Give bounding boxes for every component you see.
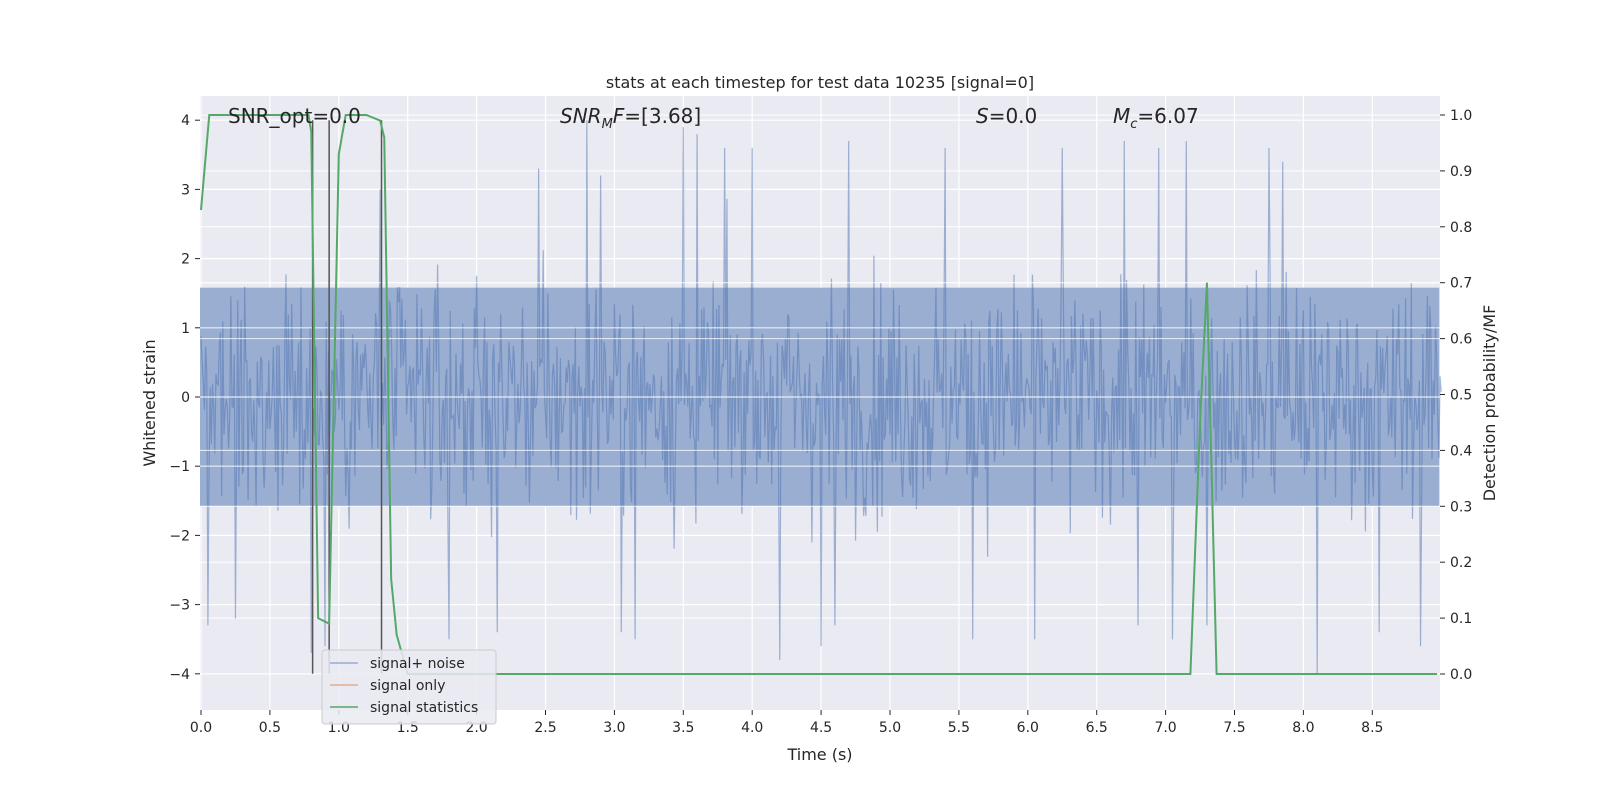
y-right-tick-label: 0.1 [1450,611,1472,627]
x-tick-label: 3.5 [672,720,694,736]
x-tick-label: 5.0 [879,720,901,736]
y-right-tick-label: 0.3 [1450,499,1472,515]
mc-subscript: c [1130,117,1137,132]
ticks: 0.0 0.5 1.0 1.5 2.0 2.5 3.0 3.5 4.0 4.5 5.0 5.5 6.0 6… [169,108,1472,736]
y-right-tick-label: 0.4 [1450,443,1472,459]
x-tick-label: 6.0 [1017,720,1039,736]
legend-label-signal-noise: signal+ noise [370,656,465,672]
y-tick-label: 0 [181,390,190,406]
s-symbol: S [976,104,989,128]
y-tick-label: −1 [169,459,190,475]
x-tick-label: 8.5 [1361,720,1383,736]
x-tick-label: 2.5 [534,720,556,736]
snr-mf-annotation: SNRMF=[3.68] [560,104,701,132]
y-right-tick-label: 0.5 [1450,388,1472,404]
x-axis-label: Time (s) [786,745,852,764]
y-axis-label: Whitened strain [140,339,159,466]
y-right-tick-label: 0.6 [1450,332,1472,348]
legend-box [321,649,497,725]
y-right-tick-label: 0.9 [1450,164,1472,180]
y-right-tick-label: 0.0 [1450,667,1472,683]
legend: signal+ noise signal only signal statist… [321,649,497,725]
snr-mf-rest: =[3.68] [624,104,701,128]
x-tick-label: 4.5 [810,720,832,736]
y-tick-label: −4 [169,667,190,683]
y-right-tick-label: 0.2 [1450,555,1472,571]
y-right-tick-label: 1.0 [1450,108,1472,124]
y-right-tick-label: 0.7 [1450,276,1472,292]
legend-label-signal-only: signal only [370,678,445,694]
y-right-axis-label: Detection probability/MF [1480,305,1499,502]
x-tick-label: 4.0 [741,720,763,736]
x-tick-label: 7.5 [1223,720,1245,736]
s-annotation: S=0.0 [976,104,1037,128]
signal-noise-line [200,120,1442,674]
x-tick-label: 7.0 [1154,720,1176,736]
snr-opt-annotation: SNR_opt=0.0 [228,104,361,128]
y-tick-label: −3 [169,598,190,614]
s-value: =0.0 [989,104,1038,128]
y-tick-label: −2 [169,528,190,544]
mc-annotation: Mc=6.07 [1113,104,1199,132]
y-tick-label: 3 [181,182,190,198]
mc-symbol: M [1113,104,1130,128]
x-tick-label: 0.0 [190,720,212,736]
y-tick-label: 2 [181,252,190,268]
snr-mf-symbol: SNR [560,104,602,128]
x-tick-label: 0.5 [259,720,281,736]
chart-title: stats at each timestep for test data 102… [606,73,1034,92]
legend-label-signal-statistics: signal statistics [370,700,478,716]
x-tick-label: 3.0 [603,720,625,736]
y-right-tick-label: 0.8 [1450,220,1472,236]
signal-noise-series [200,120,1442,674]
y-tick-label: 1 [181,321,190,337]
x-tick-label: 6.5 [1086,720,1108,736]
y-tick-label: 4 [181,113,190,129]
x-tick-label: 8.0 [1292,720,1314,736]
snr-mf-value: F=[3.68] [613,104,701,128]
x-tick-label: 5.5 [948,720,970,736]
mc-value: =6.07 [1137,104,1198,128]
signal-statistics-line [200,114,1438,675]
snr-mf-subscript: M [602,117,613,132]
signal-statistics-series [200,114,1438,675]
